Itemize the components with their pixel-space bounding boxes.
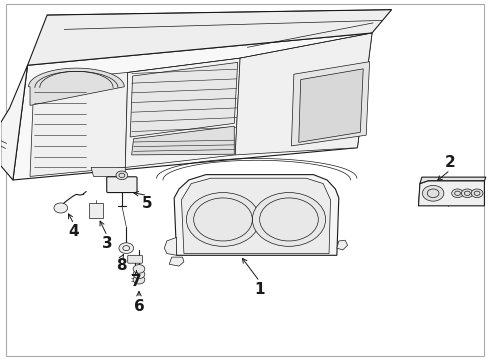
Circle shape xyxy=(119,243,134,253)
FancyBboxPatch shape xyxy=(128,255,143,263)
Circle shape xyxy=(252,193,326,246)
Polygon shape xyxy=(30,72,128,176)
Text: 6: 6 xyxy=(134,299,145,314)
FancyBboxPatch shape xyxy=(89,203,103,218)
Circle shape xyxy=(133,265,145,273)
Circle shape xyxy=(133,275,145,284)
Polygon shape xyxy=(130,62,238,137)
Polygon shape xyxy=(28,68,124,105)
Text: 8: 8 xyxy=(117,258,127,273)
Polygon shape xyxy=(420,177,486,184)
Text: 4: 4 xyxy=(69,225,79,239)
Text: 7: 7 xyxy=(131,274,142,289)
Polygon shape xyxy=(0,65,27,180)
Circle shape xyxy=(422,185,444,201)
Polygon shape xyxy=(292,62,369,146)
Circle shape xyxy=(54,203,68,213)
Circle shape xyxy=(186,193,260,246)
Circle shape xyxy=(116,171,128,180)
Polygon shape xyxy=(235,33,372,155)
Text: 5: 5 xyxy=(142,196,152,211)
Polygon shape xyxy=(299,69,363,142)
Text: 2: 2 xyxy=(445,155,456,170)
Polygon shape xyxy=(418,181,485,206)
Polygon shape xyxy=(164,237,176,255)
FancyBboxPatch shape xyxy=(107,177,137,193)
Polygon shape xyxy=(125,58,240,167)
Circle shape xyxy=(471,189,483,198)
Polygon shape xyxy=(13,33,372,180)
Polygon shape xyxy=(169,257,184,266)
Polygon shape xyxy=(174,175,339,255)
Polygon shape xyxy=(181,178,331,253)
Circle shape xyxy=(462,189,473,198)
Circle shape xyxy=(133,270,145,279)
Polygon shape xyxy=(91,167,125,176)
Polygon shape xyxy=(337,240,347,250)
Circle shape xyxy=(452,189,464,198)
Text: 1: 1 xyxy=(254,282,265,297)
Polygon shape xyxy=(132,126,234,155)
Polygon shape xyxy=(27,10,392,65)
Text: 3: 3 xyxy=(102,236,113,251)
